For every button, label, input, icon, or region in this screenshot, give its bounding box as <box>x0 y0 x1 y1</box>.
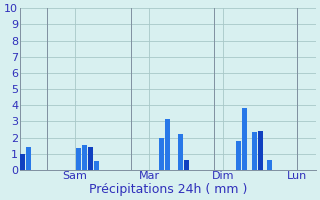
Bar <box>88 147 93 170</box>
Bar <box>242 108 247 170</box>
Bar <box>267 160 272 170</box>
Bar <box>20 154 25 170</box>
Bar <box>165 119 170 170</box>
Bar <box>252 132 257 170</box>
Bar <box>178 134 182 170</box>
Bar <box>82 145 87 170</box>
Bar <box>26 147 31 170</box>
Bar <box>236 141 241 170</box>
Bar <box>184 160 189 170</box>
Bar <box>159 138 164 170</box>
Bar <box>76 148 81 170</box>
X-axis label: Précipitations 24h ( mm ): Précipitations 24h ( mm ) <box>89 183 247 196</box>
Bar <box>94 161 99 170</box>
Bar <box>258 131 263 170</box>
